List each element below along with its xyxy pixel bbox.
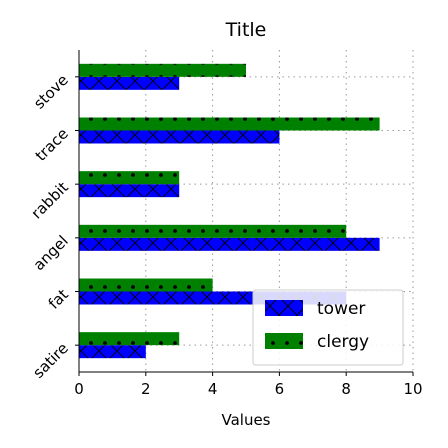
legend-label-clergy: clergy <box>317 332 369 352</box>
y-tick-label: angel <box>30 232 72 274</box>
legend-swatch-clergy <box>265 333 303 349</box>
x-tick-label: 0 <box>74 380 84 398</box>
bar-tower-trace <box>79 130 280 144</box>
x-tick-label: 6 <box>275 380 285 398</box>
y-tick-label: stove <box>30 71 72 113</box>
y-tick-label: rabbit <box>28 178 72 222</box>
bar-tower-satire <box>79 345 146 359</box>
bar-clergy-fat <box>79 278 213 292</box>
bar-clergy-satire <box>79 332 180 346</box>
bar-clergy-trace <box>79 117 380 131</box>
bar-tower-angel <box>79 237 380 251</box>
bar-tower-stove <box>79 76 180 90</box>
axes <box>78 50 413 373</box>
y-tick-label: satire <box>29 339 72 382</box>
bars <box>79 63 380 359</box>
x-tick-label: 10 <box>403 380 422 398</box>
bar-clergy-stove <box>79 63 246 77</box>
x-axis-label: Values <box>221 411 270 429</box>
chart-title: Title <box>225 19 267 41</box>
y-tick-label: trace <box>32 125 72 165</box>
bar-clergy-angel <box>79 224 347 238</box>
legend: tower clergy <box>252 289 404 366</box>
y-tick-label: fat <box>45 286 72 313</box>
x-tick-label: 8 <box>341 380 351 398</box>
legend-swatch-tower <box>265 300 303 316</box>
legend-label-tower: tower <box>317 299 365 319</box>
x-tick-label: 2 <box>141 380 151 398</box>
bar-tower-rabbit <box>79 184 180 198</box>
x-tick-label: 4 <box>208 380 218 398</box>
bar-clergy-rabbit <box>79 171 180 185</box>
